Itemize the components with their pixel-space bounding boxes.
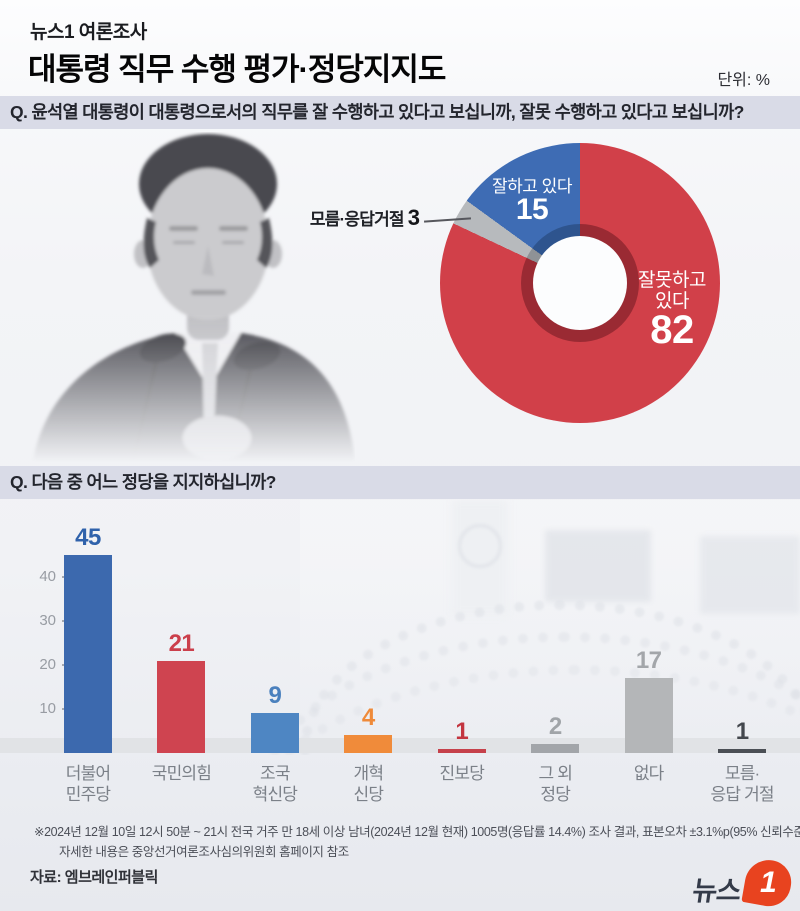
methodology-note-line1: ※2024년 12월 10일 12시 50분 ~ 21시 전국 거주 만 18세… <box>34 825 800 839</box>
y-axis-tick: 20 <box>16 656 74 673</box>
slice-label-disapprove: 잘못하고 있다 <box>638 270 706 312</box>
watermark-emblem <box>458 524 502 568</box>
logo-numeral: 1 <box>759 866 777 899</box>
y-axis-tick-label: 30 <box>39 612 56 629</box>
bar-chart-baseline <box>0 738 800 753</box>
slice-callout-dontknow: 모름·응답거절 3 <box>240 205 420 231</box>
news1-logo: 뉴스 1 <box>690 856 795 910</box>
bar-category-label: 조국 혁신당 <box>252 764 298 804</box>
y-axis-tick-label: 40 <box>39 568 56 585</box>
question-2-banner: Q. 다음 중 어느 정당을 지지하십니까? <box>0 466 800 499</box>
source-credit: 자료: 엠브레인퍼블릭 <box>30 869 158 886</box>
unit-label: 단위: % <box>717 72 770 89</box>
watermark-column <box>452 500 508 615</box>
slice-value-disapprove: 82 <box>650 308 694 352</box>
bar-category-label: 그 외 정당 <box>538 764 573 804</box>
question-1-banner: Q. 윤석열 대통령이 대통령으로서의 직무를 잘 수행하고 있다고 보십니까,… <box>0 96 800 129</box>
watermark-screen <box>545 530 651 602</box>
slice-label-approve: 잘하고 있다 <box>492 177 572 196</box>
logo-numeral-badge: 1 <box>741 856 795 910</box>
bar-category-label: 개혁 신당 <box>353 764 384 804</box>
slice-value-dontknow: 3 <box>407 205 420 230</box>
bar-category-label: 없다 <box>633 764 664 783</box>
page-title: 대통령 직무 수행 평가·정당지지도 <box>28 52 446 87</box>
methodology-note-line2: 자세한 내용은 중앙선거여론조사심의위원회 홈페이지 참조 <box>59 845 349 859</box>
y-axis-tick-label: 20 <box>39 656 56 673</box>
assembly-hall-watermark <box>0 500 800 755</box>
bar-category-label: 모름· 응답 거절 <box>710 764 774 804</box>
y-axis-tick-label: 10 <box>39 700 56 717</box>
bar-value-label: 2 <box>548 713 562 741</box>
approval-donut-chart: 잘하고 있다 15 잘못하고 있다 82 <box>440 143 720 423</box>
bar-category-label: 국민의힘 <box>151 764 212 783</box>
y-axis-tick: 10 <box>16 700 74 717</box>
bar <box>64 555 112 753</box>
watermark-seats-arc <box>300 600 800 755</box>
bar-category-label: 더불어 민주당 <box>65 764 111 804</box>
donut-hole <box>533 236 627 330</box>
y-axis-tick-mark <box>62 663 74 666</box>
bar-value-label: 4 <box>361 704 375 732</box>
y-axis-tick-mark <box>62 707 74 710</box>
slice-value-approve: 15 <box>515 193 549 226</box>
y-axis-tick-mark <box>62 619 74 622</box>
bar-value-label: 45 <box>75 524 101 551</box>
kicker: 뉴스1 여론조사 <box>30 22 147 43</box>
watermark-haze <box>300 500 800 755</box>
bar-value-label: 21 <box>168 629 195 657</box>
president-photo <box>33 134 355 462</box>
bar-category-label: 진보당 <box>439 764 485 783</box>
slice-label-dontknow: 모름·응답거절 <box>309 210 405 229</box>
y-axis-tick: 30 <box>16 612 74 629</box>
bar-value-label: 17 <box>635 647 662 675</box>
y-axis-tick: 40 <box>16 568 74 585</box>
y-axis-tick-mark <box>62 575 74 578</box>
watermark-screen <box>700 536 800 614</box>
bar-value-label: 9 <box>268 682 282 710</box>
watermark-seats-arc <box>255 632 800 755</box>
logo-text: 뉴스 <box>690 876 743 906</box>
